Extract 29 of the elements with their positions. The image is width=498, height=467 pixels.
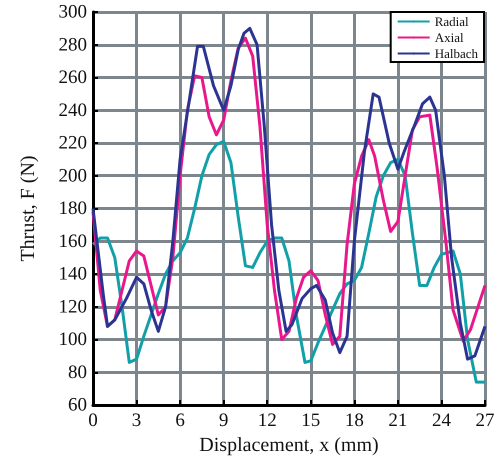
y-tick-label: 260 (58, 67, 87, 88)
x-tick-label: 18 (344, 410, 364, 431)
y-tick-label: 100 (58, 329, 87, 350)
x-tick-label: 27 (476, 410, 494, 431)
x-axis-title: Displacement, x (mm) (199, 434, 379, 456)
y-tick-label: 300 (58, 2, 87, 22)
y-tick-label: 240 (58, 100, 87, 121)
y-tick-label: 180 (58, 198, 87, 219)
x-tick-label: 24 (432, 410, 452, 431)
y-tick-label: 280 (58, 34, 87, 56)
legend-label: Halbach (434, 46, 478, 61)
x-tick-label: 12 (258, 410, 277, 431)
y-tick-label: 120 (58, 296, 87, 318)
y-axis-title: Thrust, F (N) (17, 155, 39, 262)
y-tick-label: 220 (58, 132, 87, 154)
x-tick-label: 3 (132, 410, 142, 431)
x-tick-label: 0 (88, 410, 98, 431)
y-tick-label: 200 (58, 165, 87, 186)
x-tick-label: 15 (301, 410, 320, 431)
y-tick-label: 80 (68, 362, 87, 383)
x-tick-label: 21 (388, 410, 408, 431)
x-tick-label: 6 (175, 410, 185, 431)
x-tick-label: 9 (218, 410, 228, 431)
y-tick-label: 160 (58, 230, 87, 252)
y-tick-label: 60 (68, 394, 87, 416)
line-series (92, 140, 486, 384)
legend-label: Axial (434, 30, 464, 45)
y-tick-label: 140 (58, 264, 87, 284)
legend-label: Radial (434, 14, 470, 29)
